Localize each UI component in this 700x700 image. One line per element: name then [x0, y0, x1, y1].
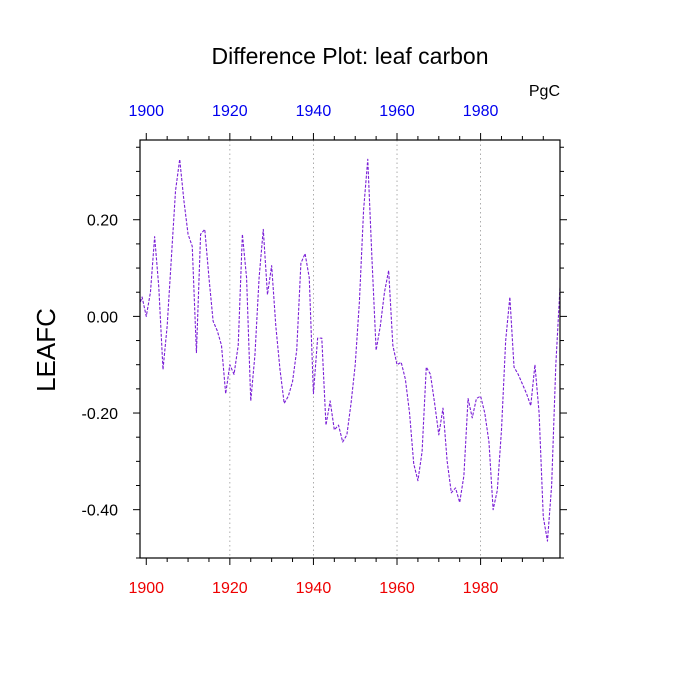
series-line-leafc — [139, 158, 561, 542]
y-tick-label: 0.20 — [87, 213, 118, 230]
plot-frame — [139, 139, 561, 559]
x-tick-label-top: 1920 — [212, 103, 248, 120]
grid-layer — [229, 140, 481, 558]
y-tick-label: -0.40 — [82, 503, 119, 520]
axis-layer: 1900 1900 1920 1920 1940 1940 1960 1960 1980 1980… — [82, 103, 567, 597]
x-tick-label-top: 1900 — [128, 103, 164, 120]
x-tick-label-bottom: 1980 — [463, 580, 499, 597]
series-layer — [139, 158, 561, 542]
y-tick-label: -0.20 — [82, 406, 119, 423]
x-tick-label-top: 1960 — [379, 103, 415, 120]
x-tick-label-top: 1980 — [463, 103, 499, 120]
x-tick-label-bottom: 1960 — [379, 580, 415, 597]
y-axis-label: LEAFC — [31, 308, 61, 392]
units-label: PgC — [529, 83, 560, 100]
chart-title: Difference Plot: leaf carbon — [211, 43, 488, 69]
x-tick-label-bottom: 1940 — [296, 580, 332, 597]
x-tick-label-bottom: 1900 — [128, 580, 164, 597]
x-tick-label-bottom: 1920 — [212, 580, 248, 597]
y-tick-label: 0.00 — [87, 309, 118, 326]
x-tick-label-top: 1940 — [296, 103, 332, 120]
